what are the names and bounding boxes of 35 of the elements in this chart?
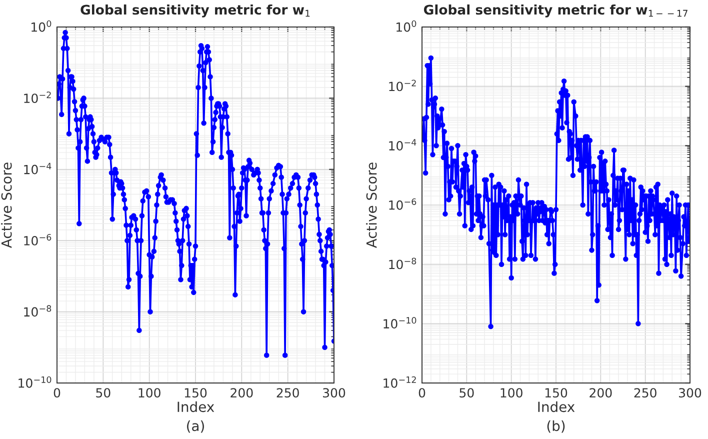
- x-tick-label: 200: [590, 388, 612, 398]
- y-tick-label: 10$^{−10}$: [18, 376, 52, 388]
- x-tick-label: 300: [679, 388, 702, 398]
- y-tick-label: 10$^{−6}$: [389, 198, 416, 210]
- y-axis-title: Active Score: [366, 162, 377, 248]
- y-tick-label: 10$^{−2}$: [389, 80, 416, 92]
- x-axis-title: Index: [178, 401, 214, 412]
- x-tick-label: 0: [54, 388, 60, 398]
- x-tick-label: 300: [323, 388, 346, 398]
- chart-title: Global sensitivity metric for w$_{1}$: [80, 4, 310, 18]
- x-tick-label: 200: [230, 388, 253, 398]
- y-tick-label: 10$^{−8}$: [24, 305, 52, 317]
- y-tick-label: 10$^{−8}$: [389, 258, 416, 270]
- x-tick-label: 50: [460, 388, 474, 398]
- text: (a): [187, 420, 204, 433]
- x-axis-title: Index: [538, 401, 575, 412]
- x-tick-label: 100: [500, 388, 522, 398]
- x-tick-label: 250: [634, 388, 656, 398]
- y-tick-label: 10$^{−12}$: [384, 376, 416, 388]
- y-tick-label: 10$^{0}$: [32, 20, 52, 32]
- y-tick-label: 10$^{−6}$: [24, 234, 52, 246]
- x-tick-label: 250: [276, 388, 299, 398]
- y-axis-title: Active Score: [1, 162, 12, 248]
- y-tick-label: 10$^{−10}$: [384, 317, 416, 328]
- y-tick-label: 10$^{−2}$: [24, 92, 51, 104]
- x-tick-label: 100: [138, 388, 160, 398]
- chart-title: Global sensitivity metric for w$_{1−−17}$: [424, 4, 688, 18]
- x-tick-label: 150: [545, 388, 568, 398]
- y-tick-label: 10$^{−4}$: [24, 162, 52, 174]
- x-tick-label: 0: [418, 388, 426, 398]
- x-tick-label: 50: [96, 388, 110, 398]
- y-tick-label: 10$^{0}$: [396, 20, 416, 32]
- x-tick-label: 150: [184, 388, 207, 398]
- text: (b): [547, 420, 565, 433]
- y-tick-label: 10$^{−4}$: [389, 139, 416, 151]
